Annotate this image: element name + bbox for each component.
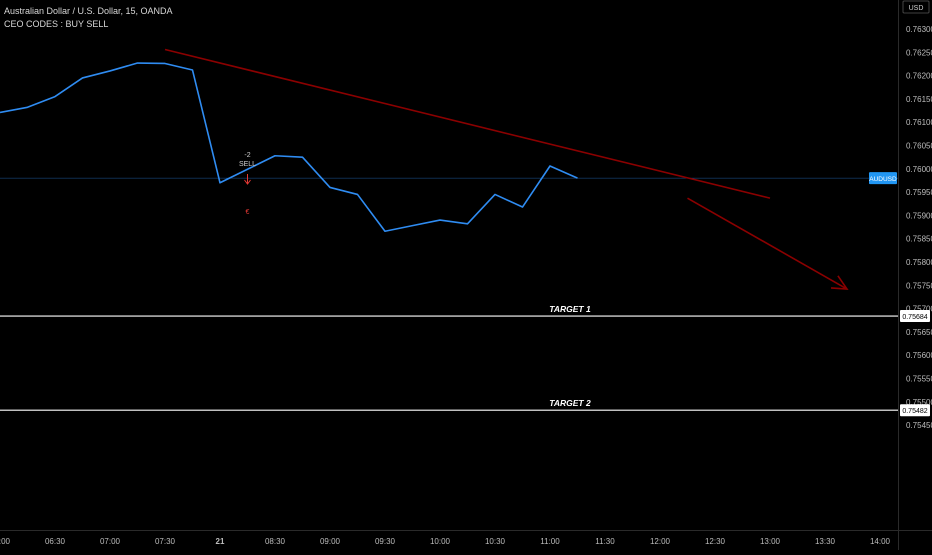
x-tick-label: 10:00 [430, 537, 451, 546]
x-tick-label: 21 [216, 537, 225, 546]
target-price-label: 0.75482 [902, 408, 927, 415]
x-tick-label: 12:30 [705, 537, 726, 546]
projection-arrow-head[interactable] [830, 275, 849, 290]
x-tick-label: 09:00 [320, 537, 341, 546]
target-price-label: 0.75684 [902, 314, 927, 321]
x-tick-label: 12:00 [650, 537, 671, 546]
x-tick-label: 14:00 [870, 537, 891, 546]
signal-marker: € [246, 209, 250, 216]
signal-count-label: -2 [244, 152, 250, 159]
target-label: TARGET 1 [549, 304, 591, 314]
x-tick-label: 11:30 [595, 537, 615, 546]
sell-arrow-head [244, 179, 251, 185]
x-tick-label: 10:30 [485, 537, 506, 546]
x-tick-label: 09:30 [375, 537, 396, 546]
x-tick-label: 07:00 [100, 537, 121, 546]
symbol-tag-label: AUDUSD [869, 176, 897, 183]
symbol-title[interactable]: Australian Dollar / U.S. Dollar, 15, OAN… [4, 6, 173, 16]
x-tick-label: 07:30 [155, 537, 176, 546]
projection-arrow-shaft[interactable] [687, 197, 848, 290]
x-tick-label: 13:30 [815, 537, 836, 546]
x-tick-label: 13:00 [760, 537, 781, 546]
currency-label: USD [909, 5, 924, 12]
x-tick-label: 06:00 [0, 537, 11, 546]
x-tick-label: 11:00 [540, 537, 560, 546]
indicator-legend[interactable]: CEO CODES : BUY SELL [4, 19, 109, 29]
price-series-line[interactable] [0, 62, 578, 233]
target-price-tag [900, 404, 930, 417]
target-price-tag [900, 310, 930, 323]
x-tick-label: 06:30 [45, 537, 66, 546]
resistance-trendline[interactable] [164, 48, 771, 199]
currency-box[interactable] [902, 0, 930, 14]
target-label: TARGET 2 [549, 398, 591, 408]
y-tick-label: 0.75450 [906, 421, 932, 430]
signal-sell-label: SELL [239, 161, 256, 168]
x-tick-label: 08:30 [265, 537, 286, 546]
symbol-price-tag[interactable] [869, 172, 897, 185]
